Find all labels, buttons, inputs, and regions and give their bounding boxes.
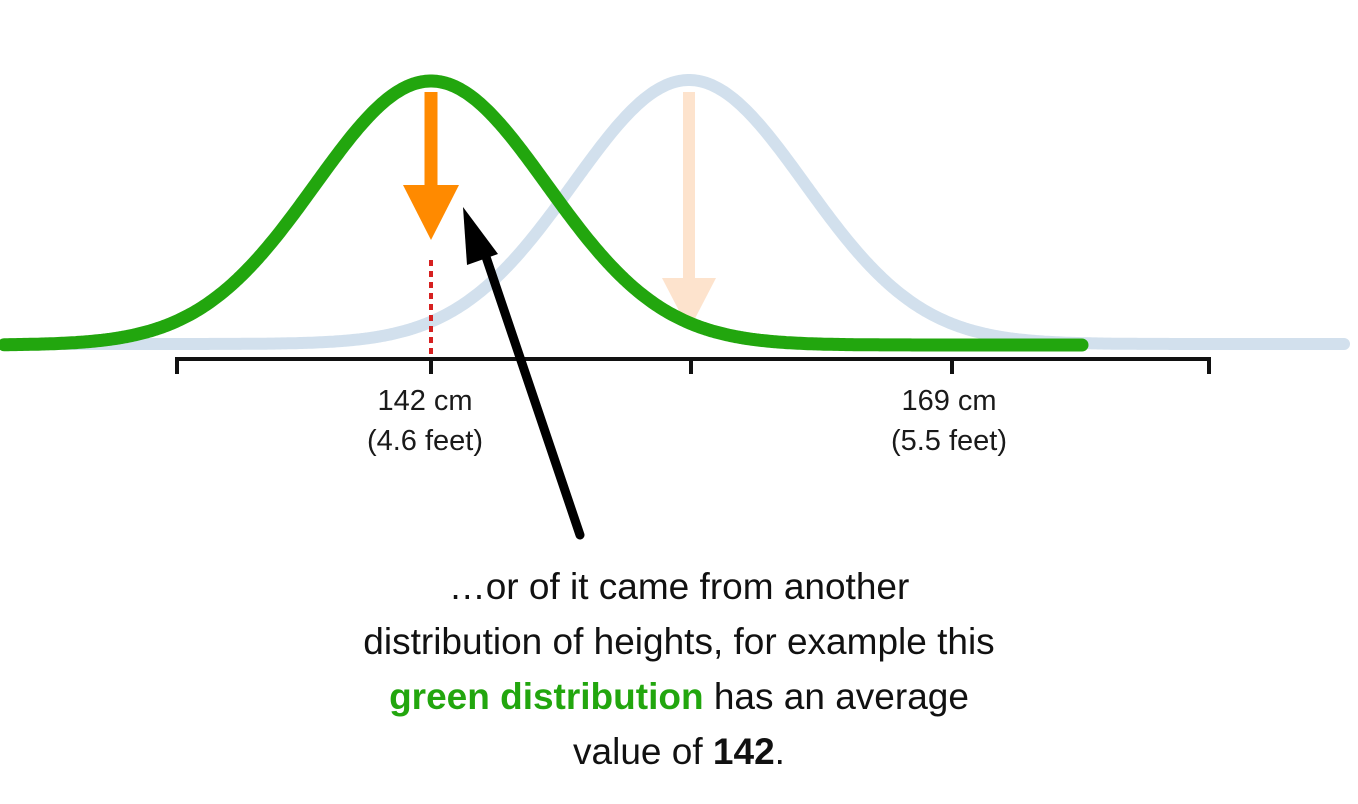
pointer-arrow [463,207,585,540]
caption-line: value of 142. [573,731,785,772]
caption-line: green distribution has an average [389,676,969,717]
x-axis [175,357,1211,374]
tick-feet: (5.5 feet) [890,425,1008,457]
green-distribution-curve [0,74,1089,352]
tick-label-142cm: 142 cm (4.6 feet) [305,381,545,461]
tick-value: 169 cm [901,385,997,417]
caption-line: distribution of heights, for example thi… [363,621,995,662]
tick-feet: (4.6 feet) [366,425,484,457]
average-value: 142 [712,731,775,772]
faded-mean-arrow [662,92,716,330]
tick-label-169cm: 169 cm (5.5 feet) [829,381,1069,461]
green-distribution-highlight: green distribution [389,676,704,717]
green-mean-arrow [403,92,459,240]
tick-value: 142 cm [377,385,473,417]
blue-distribution-curve [12,74,1350,350]
caption-line: …or of it came from another [448,566,910,607]
caption-text: …or of it came from another distribution… [229,559,1129,779]
